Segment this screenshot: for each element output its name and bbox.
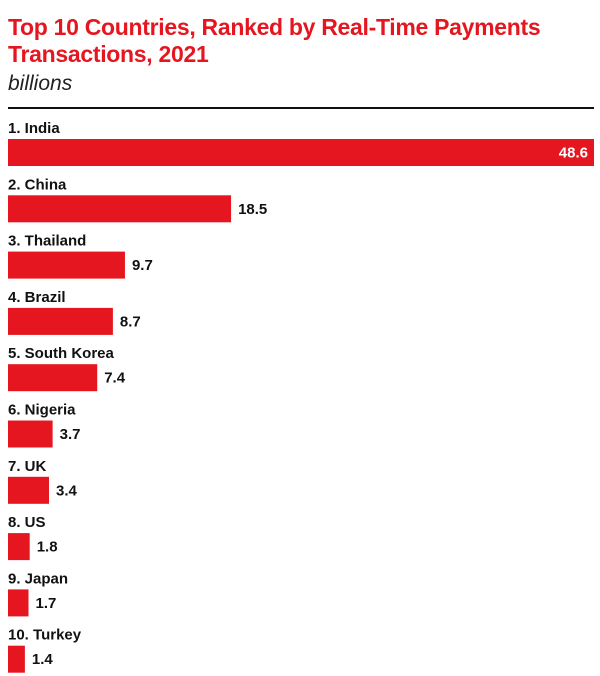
- bar: [8, 476, 49, 504]
- category-label: 4. Brazil: [8, 289, 66, 306]
- category-label: 5. South Korea: [8, 345, 115, 362]
- chart-title: Top 10 Countries, Ranked by Real-Time Pa…: [8, 14, 541, 67]
- category-label: 7. UK: [8, 458, 47, 475]
- category-label: 1. India: [8, 120, 60, 137]
- chart-subtitle: billions: [8, 72, 73, 95]
- title-divider: [8, 107, 594, 109]
- value-label: 1.8: [37, 539, 58, 556]
- bar: [8, 364, 98, 392]
- bar: [8, 420, 53, 448]
- chart: Top 10 Countries, Ranked by Real-Time Pa…: [8, 14, 594, 673]
- bar: [8, 533, 30, 561]
- value-label: 7.4: [104, 370, 126, 387]
- value-label: 9.7: [132, 257, 153, 274]
- bar-chart-plot: 1. India 48.6 2. China 18.5 3. Thailand 9.7 4.…: [8, 120, 594, 673]
- bar: [8, 307, 113, 335]
- category-label: 10. Turkey: [8, 627, 82, 644]
- value-label: 8.7: [120, 313, 141, 330]
- category-label: 2. China: [8, 176, 67, 193]
- category-label: 6. Nigeria: [8, 402, 76, 419]
- bar: [8, 251, 125, 279]
- value-label: 3.4: [56, 482, 78, 499]
- value-label: 1.4: [32, 651, 54, 668]
- value-label: 3.7: [60, 426, 81, 443]
- category-label: 8. US: [8, 514, 46, 531]
- category-label: 9. Japan: [8, 570, 68, 587]
- value-label: 1.7: [35, 595, 56, 612]
- bar: [8, 195, 232, 223]
- category-label: 3. Thailand: [8, 233, 86, 250]
- bar: [8, 589, 29, 617]
- bar: [8, 645, 25, 673]
- value-label: 48.6: [559, 145, 588, 162]
- bar: [8, 139, 594, 166]
- value-label: 18.5: [238, 201, 267, 218]
